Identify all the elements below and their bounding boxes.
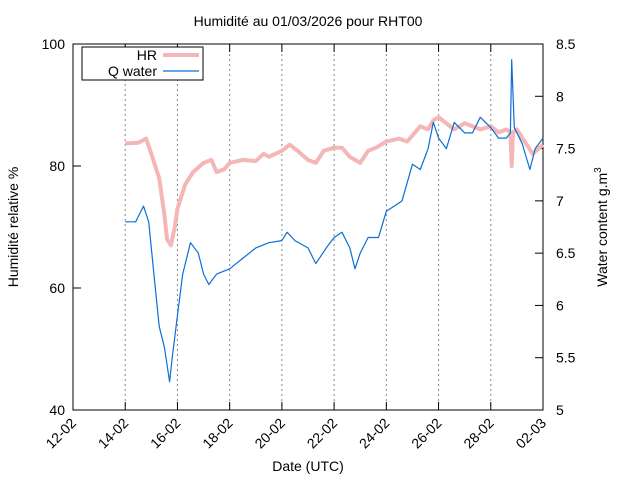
series-line — [125, 59, 544, 383]
x-axis-label: Date (UTC) — [272, 458, 344, 474]
x-tick-label: 24-02 — [356, 415, 393, 452]
y2-tick-label: 6.5 — [556, 245, 576, 261]
y2-tick-label: 8.5 — [556, 36, 576, 52]
y-tick-label: 60 — [49, 280, 65, 296]
y2-tick-label: 5 — [556, 402, 564, 418]
legend-label: Q water — [108, 63, 157, 79]
y-tick-label: 40 — [49, 402, 65, 418]
x-tick-label: 28-02 — [460, 415, 497, 452]
y-tick-label: 80 — [49, 158, 65, 174]
y2-tick-label: 5.5 — [556, 350, 576, 366]
y-axis-label: Humidité relative % — [5, 167, 21, 288]
y2-axis-label: Water content g.m3 — [593, 167, 610, 287]
plot-frame — [72, 43, 544, 411]
y2-axis-label-sup: 3 — [593, 167, 604, 173]
legend-label: HR — [137, 47, 157, 63]
chart-title: Humidité au 01/03/2026 pour RHT00 — [194, 13, 423, 29]
x-tick-label: 26-02 — [408, 415, 445, 452]
x-tick-label: 18-02 — [199, 415, 236, 452]
series-line — [125, 115, 545, 248]
y-tick-label: 100 — [42, 36, 66, 52]
y2-axis-label-text: Water content g.m — [594, 173, 610, 287]
x-tick-label: 20-02 — [251, 415, 288, 452]
y2-tick-label: 8 — [556, 88, 564, 104]
x-tick-label: 22-02 — [304, 415, 341, 452]
y2-tick-label: 7.5 — [556, 141, 576, 157]
y2-tick-label: 6 — [556, 297, 564, 313]
y2-tick-label: 7 — [556, 193, 564, 209]
x-tick-label: 16-02 — [147, 415, 184, 452]
x-tick-label: 12-02 — [42, 415, 79, 452]
legend-box — [81, 46, 204, 81]
x-tick-label: 14-02 — [95, 415, 132, 452]
x-tick-label: 02-03 — [512, 415, 549, 452]
